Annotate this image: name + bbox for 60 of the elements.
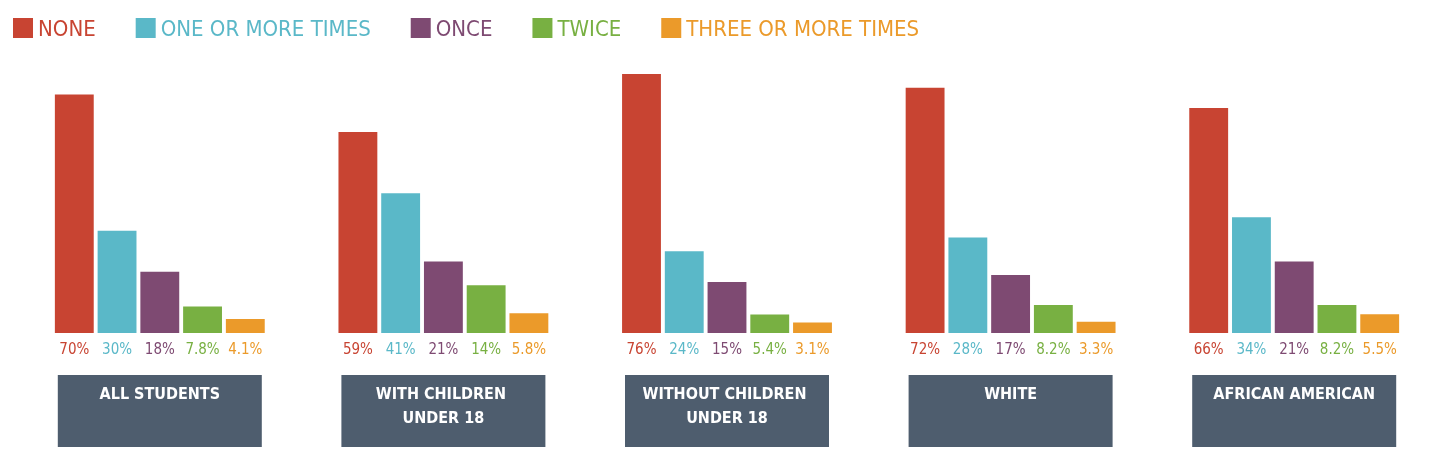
bar [664, 251, 704, 333]
data-label: 5.8% [511, 339, 547, 358]
bar [1232, 217, 1271, 333]
legend-label: ONCE [435, 15, 493, 41]
bar [622, 74, 661, 333]
bar [225, 319, 265, 333]
data-label: 30% [102, 339, 133, 358]
bar [750, 314, 790, 333]
legend-label: THREE OR MORE TIMES [685, 15, 920, 41]
data-label: 17% [995, 339, 1026, 358]
data-label: 28% [952, 339, 984, 358]
data-label: 3.1% [795, 339, 830, 358]
bar [948, 237, 988, 333]
data-label: 66% [1193, 339, 1224, 358]
bar [1033, 305, 1073, 333]
data-label: 14% [471, 339, 502, 358]
data-label: 59% [342, 339, 374, 358]
data-label: 8.2% [1319, 339, 1355, 358]
legend-label: NONE [38, 15, 96, 41]
bar [1360, 314, 1400, 333]
legend-label: ONE OR MORE TIMES [160, 15, 371, 41]
bar [466, 285, 506, 333]
data-label: 24% [669, 339, 700, 358]
bar [1189, 108, 1229, 333]
data-label: 5.4% [752, 339, 788, 358]
bar [381, 193, 421, 333]
bar [509, 313, 549, 333]
data-label: 5.5% [1362, 339, 1398, 358]
data-label: 72% [910, 339, 941, 358]
data-label: 41% [385, 339, 416, 358]
bar [793, 322, 832, 333]
bar [338, 131, 378, 333]
x-tick-label: ALL STUDENTS [99, 383, 220, 403]
data-label: 8.2% [1036, 339, 1071, 358]
data-label: 21% [428, 339, 459, 358]
bar [54, 94, 94, 333]
data-label: 4.1% [228, 339, 263, 358]
data-label: 7.8% [185, 339, 220, 358]
bar [1317, 305, 1357, 333]
legend-label: TWICE [556, 15, 622, 41]
data-label: 34% [1236, 339, 1267, 358]
data-label: 18% [144, 339, 175, 358]
data-label: 15% [712, 339, 743, 358]
x-tick-label: WITH CHILDREN UNDER 18 [375, 383, 511, 427]
bar [707, 281, 747, 333]
x-tick-label: WITHOUT CHILDREN UNDER 18 [642, 383, 812, 427]
data-label: 76% [626, 339, 657, 358]
bar [991, 275, 1031, 333]
bar [1274, 261, 1314, 333]
x-tick-label: AFRICAN AMERICAN [1213, 383, 1376, 403]
bar [140, 271, 180, 333]
x-tick-label: WHITE [984, 383, 1038, 403]
data-label: 3.3% [1078, 339, 1114, 358]
bar [183, 306, 222, 333]
bar [1076, 321, 1116, 333]
data-label: 21% [1279, 339, 1310, 358]
data-label: 70% [59, 339, 90, 358]
bar [423, 261, 463, 333]
bar [97, 230, 137, 333]
bar [905, 87, 945, 333]
